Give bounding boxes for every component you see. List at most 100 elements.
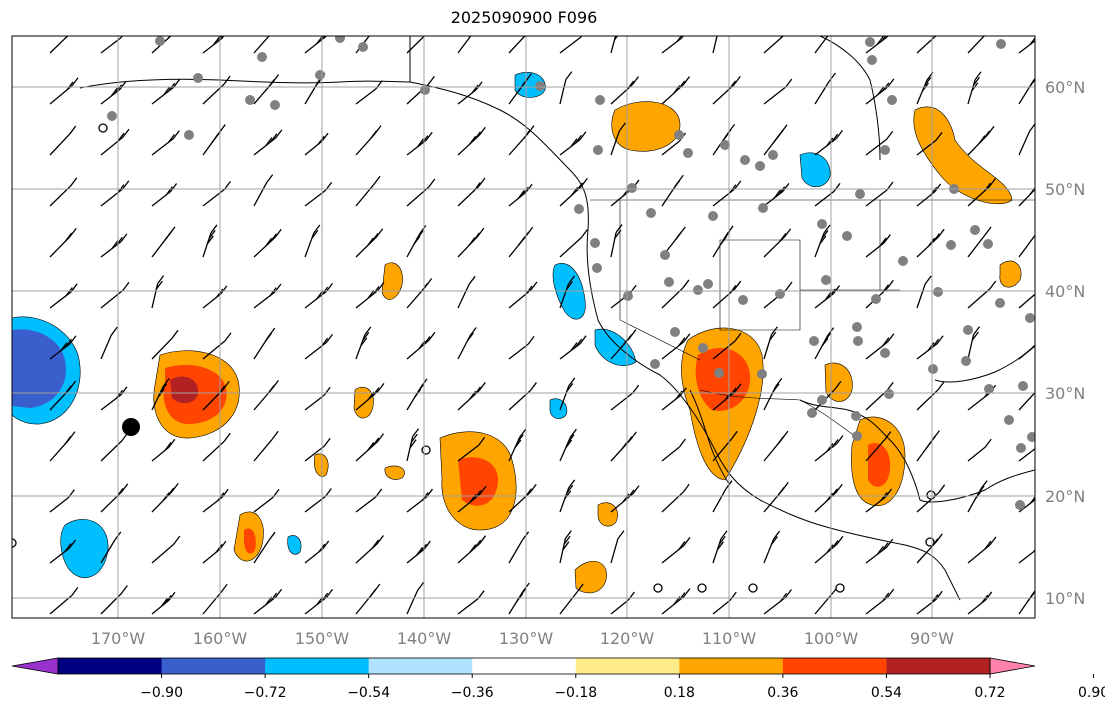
- wind-barb: [457, 590, 485, 615]
- wind-barb: [1018, 447, 1035, 462]
- station-dot: [664, 277, 674, 287]
- wind-barb: [151, 183, 178, 207]
- wind-barb: [151, 226, 176, 258]
- wind-barb: [100, 80, 127, 105]
- wind-barb: [967, 438, 992, 462]
- wind-barb: [559, 583, 584, 615]
- station-dot: [757, 369, 767, 379]
- wind-barb: [457, 436, 486, 462]
- calm-marker: [12, 538, 17, 548]
- wind-barb: [610, 384, 640, 411]
- station-dot: [660, 250, 670, 260]
- wind-barb: [712, 591, 737, 615]
- wind-barb: [253, 74, 280, 105]
- wind-barb: [457, 81, 483, 105]
- station-dot: [852, 431, 862, 441]
- wind-barb: [661, 174, 684, 207]
- wind-barb: [610, 36, 619, 54]
- station-dot: [593, 145, 603, 155]
- wind-barb: [712, 76, 741, 105]
- wind-barb: [49, 335, 77, 360]
- lon-label: 120°W: [600, 629, 655, 648]
- wind-barb: [406, 131, 433, 156]
- wind-barb: [865, 333, 895, 360]
- wind-barb: [712, 530, 728, 564]
- calm-marker: [697, 583, 707, 593]
- lon-label: 90°W: [910, 629, 954, 648]
- wind-barb: [1018, 36, 1035, 54]
- wind-barb: [151, 482, 179, 513]
- wind-barb: [559, 530, 572, 564]
- station-dot: [865, 37, 875, 47]
- colorbar-segment: [679, 658, 784, 674]
- station-dot: [623, 291, 633, 301]
- wind-barb: [508, 428, 527, 462]
- wind-barb: [814, 285, 841, 309]
- colorbar-tick-label: 0.90: [1078, 685, 1105, 701]
- wind-barb: [661, 537, 691, 564]
- station-dot: [855, 189, 865, 199]
- station-dot: [740, 155, 750, 165]
- station-dot: [880, 145, 890, 155]
- wind-barb: [661, 438, 686, 462]
- wind-barb: [457, 535, 487, 564]
- wind-barb: [508, 582, 530, 615]
- calm-marker: [925, 537, 935, 547]
- wind-barb: [763, 589, 792, 615]
- colorbar-segment: [161, 658, 266, 674]
- station-dot: [984, 384, 994, 394]
- calm-marker: [835, 583, 845, 593]
- wind-barb: [865, 588, 895, 615]
- station-dot: [817, 219, 827, 229]
- station-dot: [358, 42, 368, 52]
- wind-barb: [559, 335, 587, 360]
- wind-barb: [355, 326, 372, 360]
- station-dot: [335, 36, 345, 43]
- station-dot: [315, 70, 325, 80]
- lon-label: 100°W: [804, 629, 859, 648]
- lat-label: 40°N: [1045, 282, 1085, 301]
- wind-barb: [151, 329, 179, 360]
- station-dot: [996, 39, 1006, 49]
- wind-barb: [559, 131, 587, 156]
- station-dot: [842, 231, 852, 241]
- colorbar-tick-label: −0.54: [347, 685, 390, 701]
- station-dot: [851, 411, 861, 421]
- colorbar-extend-min: [11, 657, 59, 675]
- wind-barb: [865, 431, 892, 462]
- wind-barb: [865, 36, 889, 54]
- wind-barb: [916, 275, 932, 309]
- wind-barb: [610, 485, 640, 513]
- wind-barb: [151, 130, 180, 156]
- wind-barb: [610, 122, 626, 156]
- station-dot: [963, 325, 973, 335]
- lon-label: 130°W: [499, 629, 554, 648]
- station-dot: [670, 327, 680, 337]
- station-dot: [535, 81, 545, 91]
- wind-barb: [355, 228, 384, 258]
- wind-barb: [457, 227, 485, 258]
- wind-barb: [865, 381, 894, 411]
- wind-barb: [49, 227, 77, 258]
- wind-barb: [763, 430, 789, 462]
- wind-barb: [355, 125, 382, 156]
- station-dot: [898, 256, 908, 266]
- wind-barb: [100, 36, 123, 54]
- wind-barb: [559, 428, 577, 462]
- station-dot: [884, 389, 894, 399]
- graticule: [12, 36, 1035, 618]
- wind-barb: [304, 386, 331, 411]
- station-dot: [852, 322, 862, 332]
- wind-barb: [202, 332, 232, 360]
- wind-barb: [916, 131, 943, 156]
- wind-barb: [763, 530, 781, 564]
- wind-barb: [151, 535, 181, 564]
- wind-barb: [49, 77, 79, 105]
- station-dot: [807, 408, 817, 418]
- wind-barb: [304, 437, 331, 462]
- wind-barb: [253, 228, 282, 258]
- calm-marker: [926, 490, 936, 500]
- wind-barb: [814, 435, 844, 462]
- wind-barb: [916, 36, 937, 54]
- wind-barb: [763, 378, 783, 411]
